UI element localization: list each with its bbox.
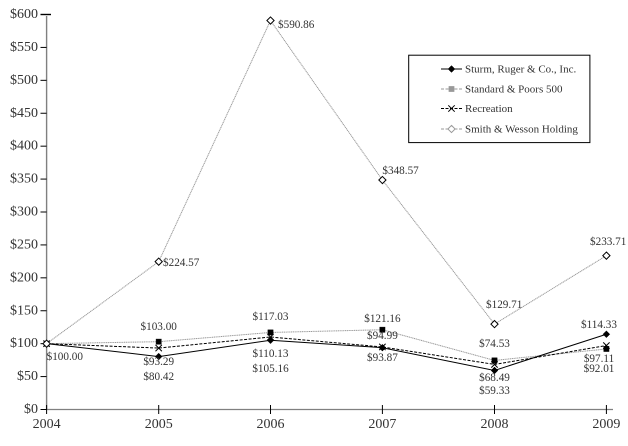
svg-text:$100: $100 — [10, 336, 38, 351]
svg-text:$400: $400 — [10, 139, 38, 154]
svg-text:$68.49: $68.49 — [479, 372, 510, 384]
svg-text:$233.71: $233.71 — [590, 236, 626, 248]
svg-text:$100.00: $100.00 — [47, 351, 84, 363]
svg-text:2006: 2006 — [257, 417, 285, 432]
svg-text:$150: $150 — [10, 303, 38, 318]
svg-text:$450: $450 — [10, 106, 38, 121]
svg-text:$600: $600 — [10, 7, 38, 22]
svg-text:Recreation: Recreation — [465, 103, 513, 115]
svg-text:Standard & Poors 500: Standard & Poors 500 — [465, 84, 563, 96]
svg-text:$200: $200 — [10, 270, 38, 285]
svg-text:$117.03: $117.03 — [253, 311, 289, 323]
svg-text:Sturm, Ruger & Co., Inc.: Sturm, Ruger & Co., Inc. — [465, 64, 576, 76]
svg-text:$500: $500 — [10, 73, 38, 88]
svg-text:$103.00: $103.00 — [141, 321, 178, 333]
svg-text:$590.86: $590.86 — [278, 19, 315, 31]
svg-text:$92.01: $92.01 — [584, 363, 615, 375]
svg-text:$348.57: $348.57 — [382, 165, 419, 177]
svg-text:$105.16: $105.16 — [252, 363, 289, 375]
svg-text:Smith & Wesson Holding: Smith & Wesson Holding — [465, 124, 578, 136]
svg-text:$250: $250 — [10, 237, 38, 252]
svg-text:$300: $300 — [10, 205, 38, 220]
svg-text:$114.33: $114.33 — [581, 319, 617, 331]
svg-text:$80.42: $80.42 — [143, 371, 174, 383]
svg-text:$93.29: $93.29 — [143, 356, 174, 368]
svg-text:$550: $550 — [10, 40, 38, 55]
svg-text:$94.99: $94.99 — [367, 330, 398, 342]
svg-text:$110.13: $110.13 — [253, 348, 289, 360]
svg-text:$350: $350 — [10, 172, 38, 187]
svg-text:2009: 2009 — [592, 417, 620, 432]
svg-text:2008: 2008 — [481, 417, 509, 432]
svg-text:$0: $0 — [24, 402, 38, 417]
svg-text:$93.87: $93.87 — [367, 352, 398, 364]
svg-text:$74.53: $74.53 — [479, 338, 510, 350]
svg-text:$50: $50 — [17, 369, 38, 384]
svg-text:2004: 2004 — [33, 417, 61, 432]
svg-text:$129.71: $129.71 — [486, 299, 522, 311]
svg-text:$224.57: $224.57 — [163, 257, 200, 269]
svg-text:2007: 2007 — [368, 417, 396, 432]
svg-text:$59.33: $59.33 — [479, 385, 510, 397]
svg-text:2005: 2005 — [145, 417, 173, 432]
svg-text:$121.16: $121.16 — [364, 313, 401, 325]
